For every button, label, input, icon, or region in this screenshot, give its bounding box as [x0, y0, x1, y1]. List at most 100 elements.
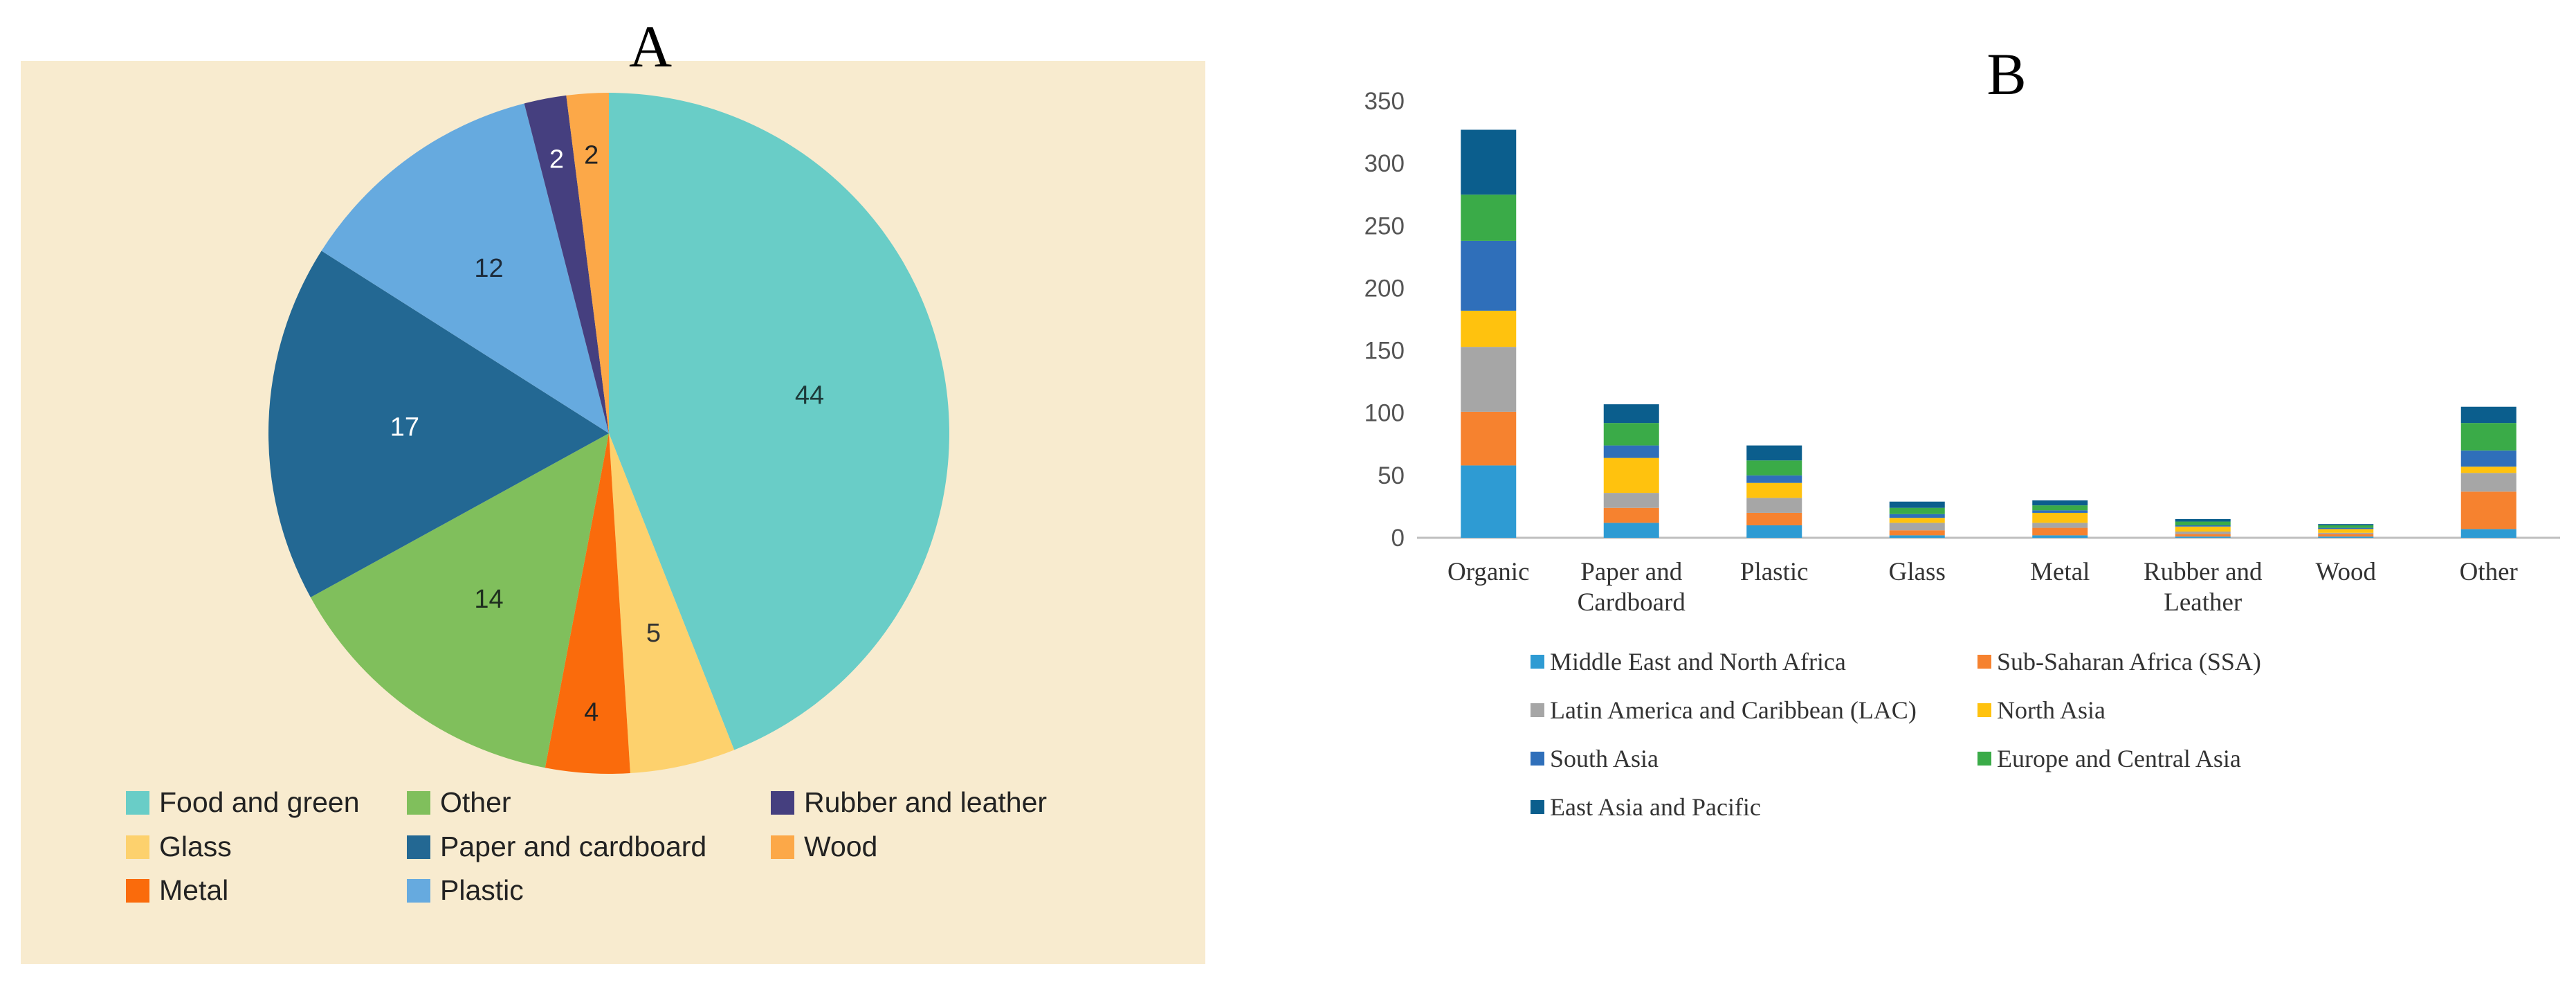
pie-slices — [268, 93, 949, 774]
bar-legend-label-south-asia: South Asia — [1550, 745, 1659, 772]
bar-segment-plastic-middle-east-and-north-africa — [1746, 525, 1802, 538]
bar-segment-organic-europe-and-central-asia — [1461, 194, 1517, 241]
bar-segment-glass-north-asia — [1889, 518, 1945, 523]
pie-label-paper-and-cardboard: 17 — [390, 413, 419, 442]
pie-slice-wood — [566, 93, 609, 433]
bar-segment-plastic-south-asia — [1746, 475, 1802, 483]
bar-legend-label-north-asia: North Asia — [1997, 696, 2105, 724]
bar-legend-swatch-sub-saharan-africa-ssa — [1977, 655, 1991, 669]
pie-legend-label-rubber-and-leather: Rubber and leather — [804, 786, 1047, 818]
bar-segment-organic-east-asia-and-pacific — [1461, 129, 1517, 195]
bar-segment-paper-and-cardboard-north-asia — [1603, 458, 1659, 494]
bar-segment-rubber-and-leather-sub-saharan-africa-ssa — [2175, 534, 2231, 537]
pie-legend-swatch-food-and-green — [126, 791, 149, 815]
bar-segment-metal-south-asia — [2032, 510, 2088, 513]
pie-slice-metal — [545, 433, 630, 774]
bar-segment-metal-sub-saharan-africa-ssa — [2032, 527, 2088, 536]
pie-legend-label-plastic: Plastic — [440, 874, 524, 906]
bar-segment-wood-latin-america-and-caribbean-lac — [2318, 532, 2374, 534]
bar-segment-glass-europe-and-central-asia — [1889, 507, 1945, 514]
panel-a-label: A — [629, 13, 672, 80]
bar-segment-wood-north-asia — [2318, 529, 2374, 533]
bar-segment-other-middle-east-and-north-africa — [2460, 529, 2516, 538]
bar-segment-plastic-north-asia — [1746, 482, 1802, 498]
pie-label-rubber-and-leather: 2 — [549, 145, 564, 174]
bar-segment-organic-sub-saharan-africa-ssa — [1461, 411, 1517, 466]
pie-slice-plastic — [321, 103, 609, 433]
pie-label-other: 14 — [474, 585, 503, 614]
bar-segment-wood-middle-east-and-north-africa — [2318, 536, 2374, 538]
bar-segment-metal-middle-east-and-north-africa — [2032, 535, 2088, 538]
bar-segment-rubber-and-leather-east-asia-and-pacific — [2175, 518, 2231, 522]
bar-segment-paper-and-cardboard-south-asia — [1603, 445, 1659, 458]
bar-segment-wood-east-asia-and-pacific — [2318, 524, 2374, 525]
x-category-label-wood: Wood — [2316, 558, 2377, 586]
bar-segment-rubber-and-leather-north-asia — [2175, 526, 2231, 532]
bar-segment-paper-and-cardboard-europe-and-central-asia — [1603, 423, 1659, 446]
x-category-label-glass: Glass — [1889, 558, 1946, 586]
x-category-label-plastic: Plastic — [1740, 558, 1809, 586]
pie-legend-swatch-wood — [771, 835, 794, 859]
bar-segment-other-south-asia — [2460, 450, 2516, 467]
y-tick-label: 0 — [1391, 525, 1405, 552]
y-tick-label: 200 — [1364, 275, 1405, 302]
bar-chart-axes: 0 50 100 150 200 250 300 350 Organic Paper and Car… — [1364, 88, 2560, 617]
bar-chart-bars — [1461, 129, 2516, 538]
x-category-label-metal: Metal — [2030, 558, 2090, 586]
bar-segment-other-east-asia-and-pacific — [2460, 406, 2516, 424]
pie-legend-swatch-metal — [126, 879, 149, 903]
bar-segment-glass-east-asia-and-pacific — [1889, 501, 1945, 508]
bar-legend-label-middle-east-and-north-africa: Middle East and North Africa — [1550, 648, 1846, 676]
pie-legend-swatch-plastic — [407, 879, 430, 903]
pie-legend-swatch-paper-and-cardboard — [407, 835, 430, 859]
y-tick-label: 350 — [1364, 88, 1405, 115]
bar-segment-rubber-and-leather-europe-and-central-asia — [2175, 521, 2231, 525]
y-tick-label: 50 — [1378, 462, 1405, 489]
pie-slice-other — [310, 433, 609, 768]
bar-segment-other-north-asia — [2460, 467, 2516, 473]
pie-label-food-and-green: 44 — [795, 381, 824, 410]
bar-legend-label-europe-and-central-asia: Europe and Central Asia — [1997, 745, 2241, 772]
bar-segment-paper-and-cardboard-latin-america-and-caribbean-lac — [1603, 493, 1659, 508]
bar-segment-plastic-east-asia-and-pacific — [1746, 445, 1802, 461]
pie-legend-label-paper-and-cardboard: Paper and cardboard — [440, 831, 706, 862]
bar-segment-plastic-latin-america-and-caribbean-lac — [1746, 498, 1802, 513]
bar-segment-metal-east-asia-and-pacific — [2032, 500, 2088, 506]
bar-segment-organic-latin-america-and-caribbean-lac — [1461, 347, 1517, 412]
bar-segment-other-europe-and-central-asia — [2460, 423, 2516, 451]
pie-legend-label-other: Other — [440, 786, 511, 818]
bar-segment-paper-and-cardboard-sub-saharan-africa-ssa — [1603, 507, 1659, 523]
pie-slice-rubber-and-leather — [524, 95, 609, 433]
y-tick-label: 250 — [1364, 212, 1405, 239]
y-tick-label: 100 — [1364, 400, 1405, 427]
x-category-label-paper-and-cardboard: Paper and Cardboard — [1578, 558, 1686, 617]
bar-legend-swatch-east-asia-and-pacific — [1531, 800, 1544, 814]
bar-segment-glass-middle-east-and-north-africa — [1889, 535, 1945, 538]
pie-legend-label-wood: Wood — [804, 831, 877, 862]
bar-legend-label-east-asia-and-pacific: East Asia and Pacific — [1550, 793, 1761, 821]
bar-segment-wood-south-asia — [2318, 527, 2374, 529]
pie-label-wood: 2 — [584, 141, 599, 170]
pie-legend-swatch-other — [407, 791, 430, 815]
bar-segment-metal-latin-america-and-caribbean-lac — [2032, 523, 2088, 528]
bar-segment-glass-latin-america-and-caribbean-lac — [1889, 523, 1945, 531]
panel-b: B 0 50 100 150 200 250 300 350 Organic Paper and C… — [1364, 41, 2560, 821]
bar-segment-other-latin-america-and-caribbean-lac — [2460, 473, 2516, 492]
bar-legend-swatch-middle-east-and-north-africa — [1531, 655, 1544, 669]
bar-segment-metal-north-asia — [2032, 512, 2088, 523]
x-category-label-rubber-and-leather: Rubber and Leather — [2144, 558, 2263, 617]
bar-legend-swatch-south-asia — [1531, 752, 1544, 766]
bar-segment-rubber-and-leather-middle-east-and-north-africa — [2175, 536, 2231, 538]
pie-legend-label-glass: Glass — [159, 831, 232, 862]
pie-legend-swatch-rubber-and-leather — [771, 791, 794, 815]
x-category-label-other: Other — [2460, 558, 2518, 586]
pie-legend: Food and green Other Rubber and leather Gla… — [126, 786, 1047, 906]
bar-segment-glass-sub-saharan-africa-ssa — [1889, 530, 1945, 536]
bar-legend-swatch-north-asia — [1977, 703, 1991, 717]
bar-segment-plastic-europe-and-central-asia — [1746, 460, 1802, 476]
bar-segment-organic-middle-east-and-north-africa — [1461, 465, 1517, 538]
bar-legend-label-latin-america-and-caribbean-lac: Latin America and Caribbean (LAC) — [1550, 696, 1917, 724]
bar-segment-glass-south-asia — [1889, 514, 1945, 518]
x-category-label-organic: Organic — [1447, 558, 1530, 586]
